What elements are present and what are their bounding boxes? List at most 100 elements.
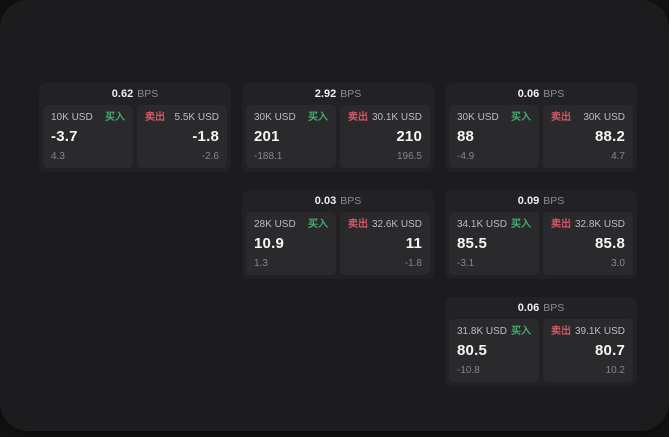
buy-delta: -3.1	[457, 258, 475, 269]
buy-side-label: 买入	[105, 112, 125, 123]
sell-panel[interactable]: 卖出 30K USD 88.2 4.7	[543, 105, 633, 168]
sell-panel-top: 卖出 5.5K USD	[145, 112, 219, 123]
quote-card: 0.09 BPS 34.1K USD 买入 85.5 -3.1 卖出 32.8K…	[445, 190, 637, 279]
card-header: 0.03 BPS	[242, 190, 434, 212]
card-header: 0.06 BPS	[445, 83, 637, 105]
buy-panel-top: 28K USD 买入	[254, 219, 328, 230]
buy-sell-panels: 30K USD 买入 88 -4.9 卖出 30K USD 88.2 4.7	[445, 105, 637, 168]
sell-side-label: 卖出	[551, 219, 571, 230]
buy-sell-panels: 30K USD 买入 201 -188.1 卖出 30.1K USD 210 1…	[242, 105, 434, 168]
sell-side-label: 卖出	[551, 326, 571, 337]
buy-size: 34.1K USD	[457, 219, 508, 230]
sell-side-label: 卖出	[551, 112, 571, 123]
buy-side-label: 买入	[308, 112, 328, 123]
sell-side-label: 卖出	[348, 219, 368, 230]
sell-size: 30.1K USD	[371, 112, 422, 123]
buy-panel[interactable]: 34.1K USD 买入 85.5 -3.1	[449, 212, 539, 275]
buy-panel[interactable]: 31.8K USD 买入 80.5 -10.8	[449, 319, 539, 382]
buy-side-label: 买入	[308, 219, 328, 230]
sell-size: 39.1K USD	[574, 326, 625, 337]
sell-panel[interactable]: 卖出 39.1K USD 80.7 10.2	[543, 319, 633, 382]
buy-panel[interactable]: 30K USD 买入 201 -188.1	[246, 105, 336, 168]
bps-unit-label: BPS	[137, 88, 159, 100]
sell-size: 32.8K USD	[574, 219, 625, 230]
quote-card: 0.06 BPS 31.8K USD 买入 80.5 -10.8 卖出 39.1…	[445, 297, 637, 386]
sell-panel[interactable]: 卖出 30.1K USD 210 196.5	[340, 105, 430, 168]
buy-panel-top: 30K USD 买入	[457, 112, 531, 123]
buy-size: 10K USD	[51, 112, 93, 123]
bps-unit-label: BPS	[543, 88, 565, 100]
bps-unit-label: BPS	[543, 195, 565, 207]
buy-panel-top: 10K USD 买入	[51, 112, 125, 123]
sell-price: 210	[396, 128, 422, 145]
spread-bps-value: 0.09	[517, 195, 540, 207]
sell-delta: 4.7	[611, 151, 625, 162]
buy-panel[interactable]: 30K USD 买入 88 -4.9	[449, 105, 539, 168]
buy-sell-panels: 31.8K USD 买入 80.5 -10.8 卖出 39.1K USD 80.…	[445, 319, 637, 382]
sell-delta: -2.6	[201, 151, 219, 162]
buy-panel[interactable]: 10K USD 买入 -3.7 4.3	[43, 105, 133, 168]
buy-side-label: 买入	[511, 326, 531, 337]
sell-price: 11	[405, 235, 422, 252]
bps-unit-label: BPS	[340, 195, 362, 207]
sell-side-label: 卖出	[145, 112, 165, 123]
sell-delta: 3.0	[611, 258, 625, 269]
quote-card: 2.92 BPS 30K USD 买入 201 -188.1 卖出 30.1K …	[242, 83, 434, 172]
sell-price: -1.8	[192, 128, 219, 145]
sell-delta: 10.2	[605, 365, 625, 376]
buy-delta: 1.3	[254, 258, 268, 269]
buy-panel[interactable]: 28K USD 买入 10.9 1.3	[246, 212, 336, 275]
buy-delta: -10.8	[457, 365, 480, 376]
buy-sell-panels: 10K USD 买入 -3.7 4.3 卖出 5.5K USD -1.8 -2.…	[39, 105, 231, 168]
buy-delta: 4.3	[51, 151, 65, 162]
bps-unit-label: BPS	[340, 88, 362, 100]
sell-delta: -1.8	[404, 258, 422, 269]
buy-price: -3.7	[51, 128, 78, 145]
card-header: 2.92 BPS	[242, 83, 434, 105]
buy-size: 30K USD	[254, 112, 296, 123]
sell-panel[interactable]: 卖出 32.6K USD 11 -1.8	[340, 212, 430, 275]
sell-size: 32.6K USD	[371, 219, 422, 230]
sell-side-label: 卖出	[348, 112, 368, 123]
sell-price: 85.8	[595, 235, 625, 252]
quote-card: 0.03 BPS 28K USD 买入 10.9 1.3 卖出 32.6K US…	[242, 190, 434, 279]
sell-panel-top: 卖出 32.8K USD	[551, 219, 625, 230]
buy-price: 201	[254, 128, 280, 145]
spread-bps-value: 0.03	[314, 195, 337, 207]
spread-bps-value: 0.06	[517, 88, 540, 100]
bps-unit-label: BPS	[543, 302, 565, 314]
buy-price: 88	[457, 128, 475, 145]
spread-bps-value: 2.92	[314, 88, 337, 100]
buy-panel-top: 30K USD 买入	[254, 112, 328, 123]
quote-card: 0.62 BPS 10K USD 买入 -3.7 4.3 卖出 5.5K USD…	[39, 83, 231, 172]
card-header: 0.06 BPS	[445, 297, 637, 319]
spread-bps-value: 0.62	[111, 88, 134, 100]
sell-delta: 196.5	[396, 151, 422, 162]
buy-size: 28K USD	[254, 219, 296, 230]
buy-size: 31.8K USD	[457, 326, 508, 337]
buy-delta: -4.9	[457, 151, 475, 162]
buy-panel-top: 31.8K USD 买入	[457, 326, 531, 337]
sell-panel-top: 卖出 30.1K USD	[348, 112, 422, 123]
card-header: 0.62 BPS	[39, 83, 231, 105]
sell-price: 80.7	[595, 342, 625, 359]
sell-panel[interactable]: 卖出 32.8K USD 85.8 3.0	[543, 212, 633, 275]
sell-panel-top: 卖出 39.1K USD	[551, 326, 625, 337]
card-header: 0.09 BPS	[445, 190, 637, 212]
buy-price: 85.5	[457, 235, 487, 252]
buy-sell-panels: 28K USD 买入 10.9 1.3 卖出 32.6K USD 11 -1.8	[242, 212, 434, 275]
sell-panel[interactable]: 卖出 5.5K USD -1.8 -2.6	[137, 105, 227, 168]
buy-panel-top: 34.1K USD 买入	[457, 219, 531, 230]
spread-bps-value: 0.06	[517, 302, 540, 314]
sell-panel-top: 卖出 30K USD	[551, 112, 625, 123]
buy-size: 30K USD	[457, 112, 499, 123]
buy-price: 10.9	[254, 235, 284, 252]
buy-sell-panels: 34.1K USD 买入 85.5 -3.1 卖出 32.8K USD 85.8…	[445, 212, 637, 275]
sell-size: 5.5K USD	[174, 112, 219, 123]
buy-side-label: 买入	[511, 112, 531, 123]
sell-price: 88.2	[595, 128, 625, 145]
sell-size: 30K USD	[583, 112, 625, 123]
quote-card: 0.06 BPS 30K USD 买入 88 -4.9 卖出 30K USD 8…	[445, 83, 637, 172]
